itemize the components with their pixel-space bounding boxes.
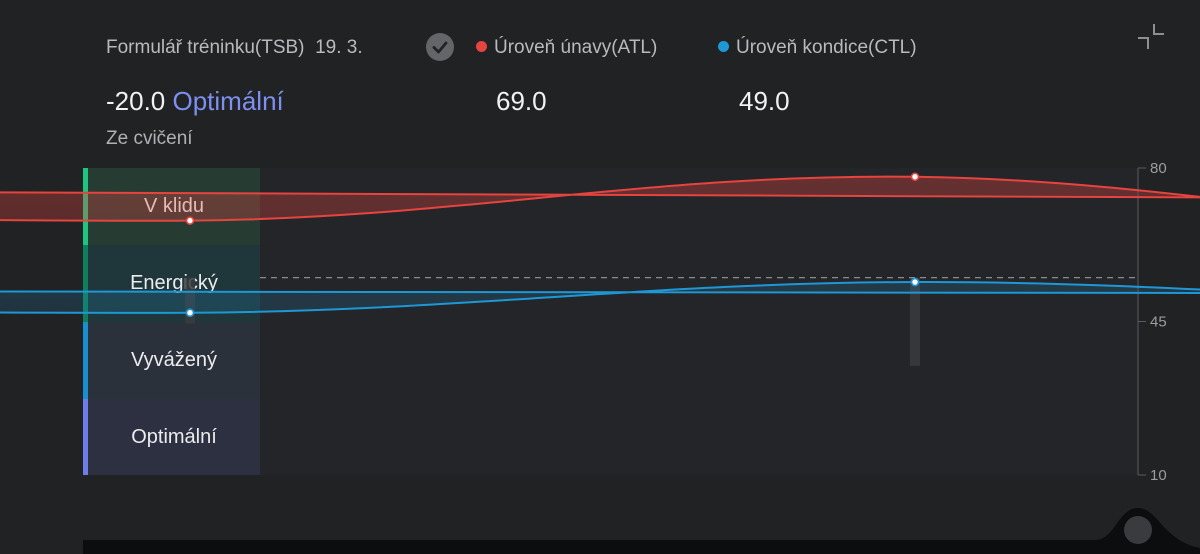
ctl-dot-icon — [718, 41, 729, 52]
zone-balanced: Vyvážený — [88, 322, 260, 399]
tsb-value: -20.0 — [106, 86, 166, 116]
source-label: Ze cvičení — [106, 128, 193, 149]
atl-value: 69.0 — [496, 86, 547, 116]
zone-bar-optimal — [83, 399, 88, 475]
load-bar — [910, 277, 920, 366]
y-tick-label: 10 — [1150, 467, 1167, 484]
ctl-area — [0, 282, 1200, 313]
atl-point — [185, 216, 195, 225]
plot-area — [260, 168, 1138, 475]
tsb-status: Optimální — [172, 86, 284, 116]
timeline-scrubber[interactable] — [83, 508, 1200, 554]
scrubber-handle[interactable] — [1124, 516, 1152, 544]
ctl-point — [185, 308, 195, 318]
collapse-icon[interactable] — [1136, 22, 1166, 50]
ctl-point — [910, 277, 920, 287]
zone-optimal: Optimální — [88, 399, 260, 475]
y-tick-label: 45 — [1150, 314, 1167, 331]
atl-point — [910, 172, 920, 182]
tsb-label: Formulář tréninku(TSB) 19. 3. — [106, 37, 363, 58]
check-icon[interactable] — [426, 33, 454, 61]
header-date: 19. 3. — [315, 37, 363, 58]
ctl-legend: Úroveň kondice(CTL) — [718, 37, 917, 59]
atl-legend: Úroveň únavy(ATL) — [476, 37, 657, 59]
tsb-value-row: -20.0 Optimální — [106, 86, 284, 117]
ctl-value: 49.0 — [739, 86, 790, 116]
zone-bar-energetic — [83, 245, 88, 322]
atl-area — [0, 176, 1200, 221]
atl-dot-icon — [476, 41, 487, 52]
y-tick-label: 80 — [1150, 160, 1167, 177]
zone-bar-balanced — [83, 322, 88, 399]
